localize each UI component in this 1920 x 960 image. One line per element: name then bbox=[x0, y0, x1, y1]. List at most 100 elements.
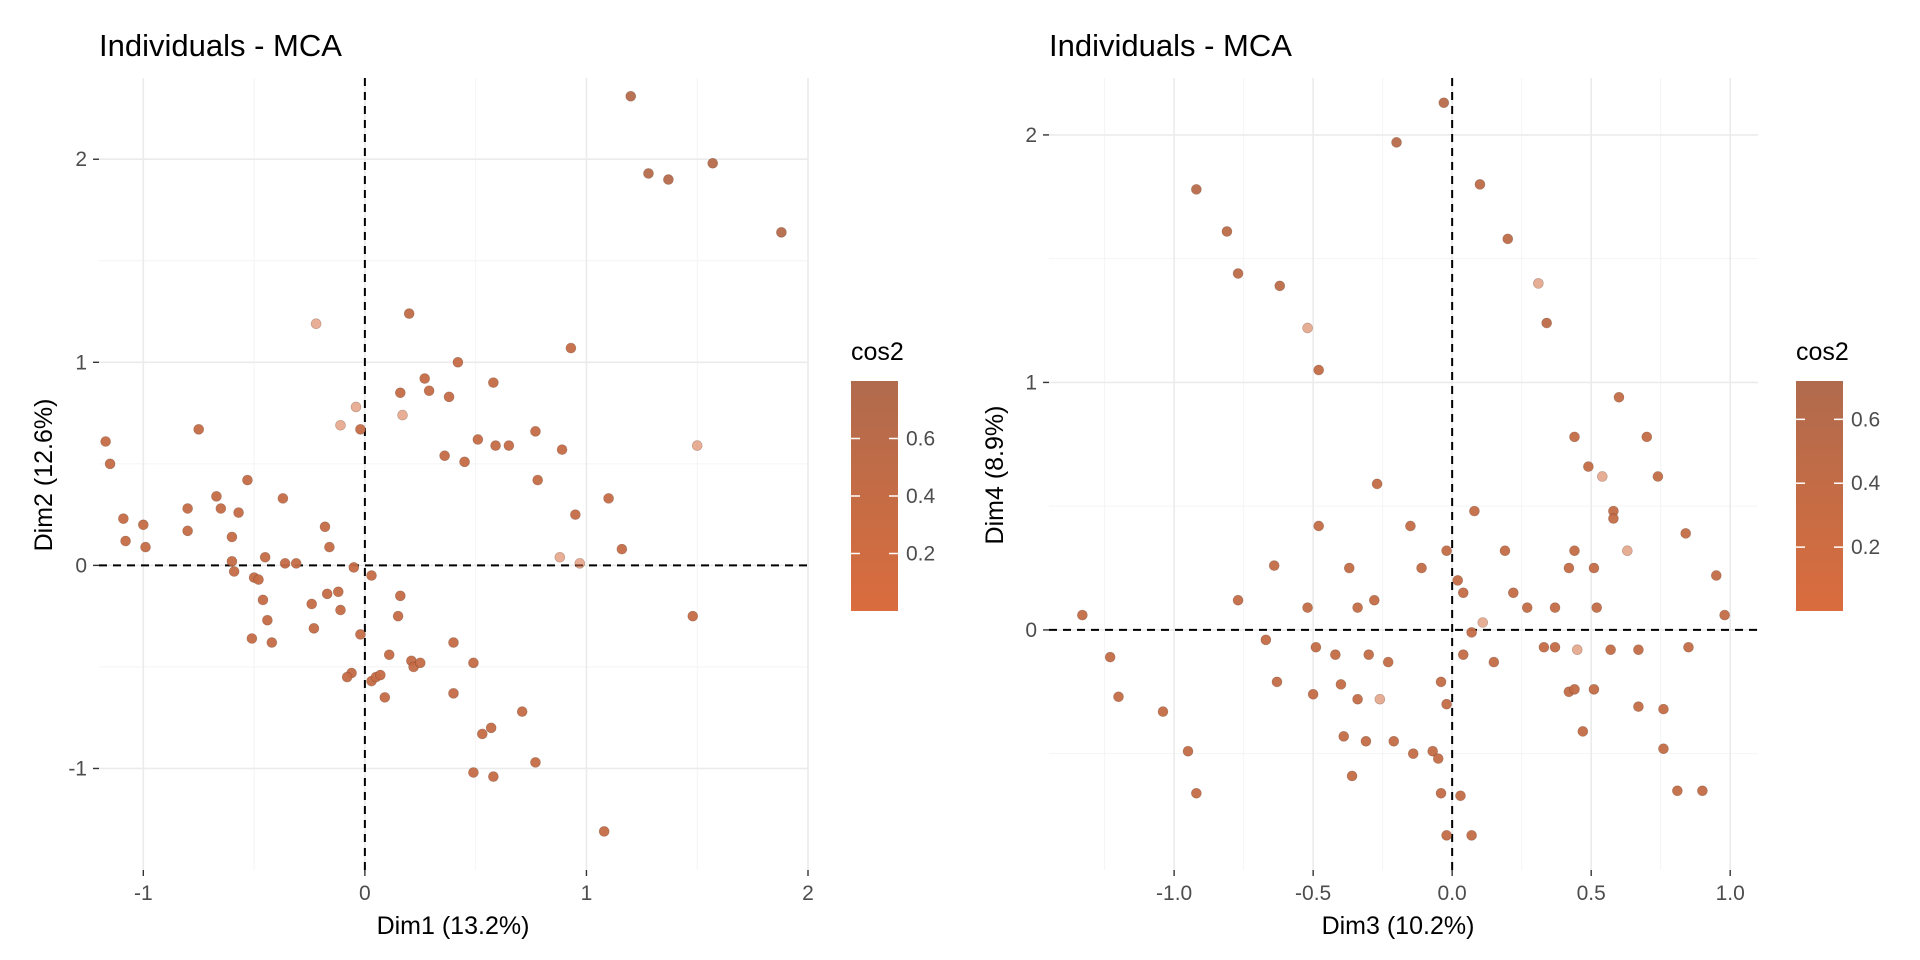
data-point bbox=[1416, 562, 1427, 574]
data-point bbox=[1588, 562, 1600, 574]
data-point bbox=[1457, 649, 1469, 660]
panel-title: Individuals - MCA bbox=[1049, 28, 1292, 63]
data-point bbox=[565, 342, 577, 354]
data-point bbox=[516, 706, 528, 717]
data-point bbox=[253, 574, 264, 585]
data-point bbox=[707, 157, 719, 169]
data-point bbox=[1274, 280, 1286, 292]
data-point bbox=[1391, 137, 1402, 148]
data-point bbox=[348, 562, 360, 573]
data-point bbox=[1302, 322, 1313, 334]
data-point bbox=[1466, 627, 1477, 638]
data-point bbox=[1583, 461, 1594, 472]
data-point bbox=[1441, 830, 1452, 841]
y-tick-label: -1 bbox=[68, 757, 87, 780]
data-point bbox=[182, 525, 193, 537]
plot-area bbox=[93, 78, 809, 876]
data-point bbox=[414, 657, 426, 669]
data-point bbox=[262, 614, 273, 626]
x-tick-label: 1.0 bbox=[1716, 882, 1745, 905]
data-point bbox=[397, 409, 408, 421]
data-point bbox=[1499, 545, 1511, 557]
data-point bbox=[488, 771, 499, 782]
data-point bbox=[1335, 679, 1347, 690]
data-point bbox=[1260, 634, 1272, 646]
y-axis-title: Dim2 (12.6%) bbox=[30, 399, 58, 552]
data-point bbox=[403, 308, 415, 319]
data-point bbox=[1641, 431, 1653, 443]
x-axis-title: Dim1 (13.2%) bbox=[377, 912, 530, 940]
data-point bbox=[1388, 735, 1400, 747]
data-point bbox=[468, 767, 479, 778]
data-point bbox=[310, 318, 322, 330]
data-point bbox=[332, 586, 344, 598]
data-point bbox=[1652, 471, 1664, 482]
data-point bbox=[1588, 684, 1600, 695]
data-point bbox=[1343, 562, 1355, 574]
data-point bbox=[1268, 560, 1280, 571]
data-point bbox=[120, 535, 131, 547]
data-point bbox=[663, 174, 674, 185]
data-point bbox=[1310, 641, 1322, 653]
data-point bbox=[643, 168, 654, 179]
data-point bbox=[603, 493, 614, 504]
data-point bbox=[1488, 656, 1500, 668]
data-point bbox=[321, 588, 333, 600]
data-point bbox=[1157, 706, 1169, 717]
data-point bbox=[452, 357, 464, 368]
data-point bbox=[1605, 644, 1616, 656]
data-point bbox=[488, 377, 499, 388]
data-point bbox=[1371, 478, 1383, 490]
legend-ticks bbox=[851, 437, 898, 555]
data-point bbox=[1571, 644, 1583, 656]
data-point bbox=[1596, 471, 1608, 482]
data-point bbox=[366, 570, 377, 581]
data-point bbox=[211, 491, 222, 502]
data-point bbox=[1521, 602, 1533, 613]
data-point bbox=[1608, 513, 1619, 524]
data-point bbox=[448, 637, 459, 648]
data-point bbox=[1432, 753, 1444, 764]
data-point bbox=[290, 558, 302, 569]
data-point bbox=[355, 629, 366, 640]
data-point bbox=[226, 556, 238, 567]
data-point bbox=[246, 633, 258, 644]
panel-dim3-dim4: Individuals - MCA Dim3 (10.2%) Dim4 (8.9… bbox=[981, 28, 1881, 940]
x-tick-label: -1.0 bbox=[1156, 882, 1192, 905]
data-point bbox=[277, 493, 289, 504]
data-point bbox=[472, 434, 484, 445]
data-point bbox=[1077, 609, 1088, 621]
data-point bbox=[1441, 698, 1452, 710]
data-point bbox=[468, 657, 479, 669]
data-point bbox=[1374, 693, 1386, 705]
data-point bbox=[1633, 701, 1644, 712]
panel-dim1-dim2: Individuals - MCA Dim1 (13.2%) Dim2 (12.… bbox=[30, 28, 936, 940]
data-point bbox=[1549, 641, 1561, 653]
legend-ticks bbox=[1796, 418, 1843, 548]
data-point bbox=[350, 401, 362, 413]
legend-tick-label: 0.6 bbox=[906, 428, 935, 451]
data-point bbox=[485, 722, 497, 734]
plot-area bbox=[1043, 78, 1758, 876]
data-point bbox=[1104, 651, 1116, 663]
data-point bbox=[1569, 545, 1580, 557]
x-tick-labels: -1 0 1 2 bbox=[134, 882, 814, 905]
data-point bbox=[395, 590, 406, 602]
data-point bbox=[100, 436, 111, 447]
data-point bbox=[395, 387, 406, 399]
legend: cos2 0.2 0.4 0.6 bbox=[851, 338, 936, 611]
data-point bbox=[1271, 676, 1283, 688]
data-point bbox=[193, 424, 205, 435]
data-point bbox=[335, 419, 346, 431]
data-point bbox=[242, 474, 253, 486]
data-point bbox=[355, 424, 366, 435]
data-point bbox=[1697, 785, 1708, 797]
legend-tick-label: 0.4 bbox=[906, 485, 936, 508]
data-point bbox=[1549, 602, 1561, 613]
legend-colorbar bbox=[1796, 381, 1843, 611]
data-point bbox=[306, 598, 318, 610]
data-point bbox=[1232, 594, 1244, 606]
data-point bbox=[1538, 641, 1550, 653]
y-tick-label: 1 bbox=[1025, 371, 1037, 394]
data-point bbox=[1360, 735, 1372, 747]
